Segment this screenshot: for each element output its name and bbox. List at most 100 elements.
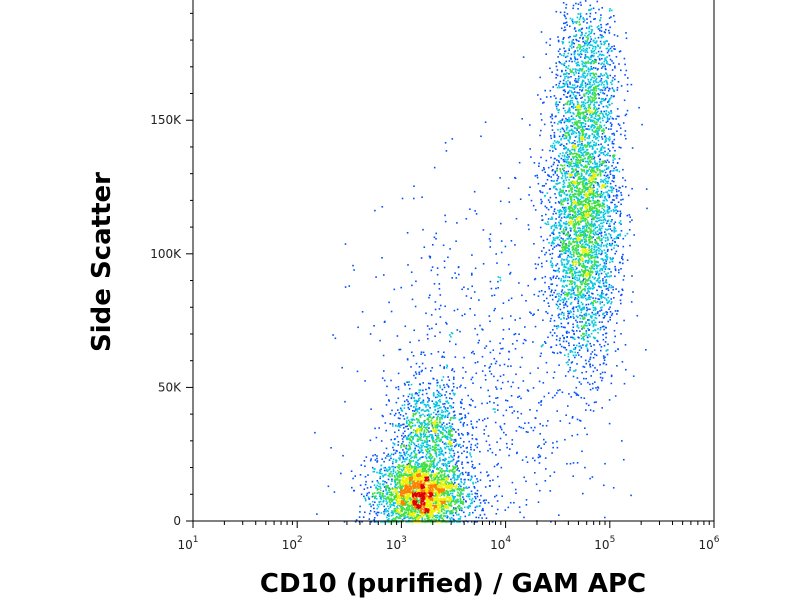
event-dot: [601, 170, 604, 172]
event-dot: [446, 468, 449, 470]
event-dot: [584, 136, 586, 139]
event-dot: [444, 434, 446, 437]
event-dot: [449, 445, 452, 447]
event-dot: [609, 170, 612, 172]
event-dot: [593, 251, 596, 253]
event-dot: [423, 432, 425, 435]
event-dot: [414, 463, 416, 465]
event-dot: [597, 261, 599, 264]
event-dot: [589, 69, 591, 71]
event-dot: [603, 153, 605, 156]
event-dot: [444, 394, 446, 396]
event-dot: [550, 264, 553, 267]
event-dot: [564, 22, 567, 24]
event-dot: [448, 379, 451, 381]
event-dot: [532, 429, 535, 432]
event-dot: [588, 283, 590, 285]
event-dot: [421, 518, 424, 521]
event-dot: [589, 141, 592, 144]
event-dot: [564, 75, 566, 78]
event-dot: [604, 219, 607, 222]
event-dot: [587, 308, 589, 311]
event-dot: [595, 232, 597, 235]
event-dot: [426, 440, 429, 442]
event-dot: [562, 279, 565, 282]
event-dot: [453, 507, 455, 509]
event-dot: [575, 392, 577, 395]
event-dot: [614, 78, 616, 81]
event-dot: [547, 218, 550, 220]
event-dot: [582, 125, 585, 128]
event-dot: [570, 129, 572, 132]
event-dot: [443, 425, 446, 427]
event-dot: [460, 485, 462, 488]
event-dot: [558, 316, 560, 319]
event-dot: [558, 244, 560, 247]
event-dot: [415, 409, 417, 411]
event-dot: [585, 128, 587, 130]
event-dot: [556, 335, 558, 337]
event-dot: [503, 423, 506, 425]
event-dot: [605, 252, 607, 254]
event-dot: [393, 449, 395, 451]
event-dot: [559, 210, 561, 212]
event-dot: [590, 8, 593, 10]
event-dot: [429, 458, 432, 460]
event-dot: [577, 145, 579, 147]
event-dot: [596, 133, 598, 135]
event-dot: [390, 310, 393, 313]
event-dot: [410, 366, 412, 368]
event-dot: [510, 297, 513, 300]
event-dot: [403, 382, 406, 385]
event-dot: [382, 415, 384, 418]
event-dot: [601, 321, 603, 323]
event-dot: [573, 28, 576, 30]
event-dot: [576, 129, 578, 131]
event-dot: [589, 358, 591, 361]
event-dot: [591, 147, 594, 150]
event-dot: [568, 120, 570, 123]
event-dot: [441, 418, 443, 420]
event-dot: [409, 517, 412, 520]
event-dot: [551, 225, 554, 227]
event-dot: [583, 19, 586, 22]
event-dot: [581, 196, 584, 199]
event-dot: [568, 393, 570, 395]
event-dot: [492, 479, 494, 481]
event-dot: [480, 135, 482, 138]
event-dot: [599, 229, 602, 232]
event-dot: [600, 17, 602, 19]
event-dot: [418, 412, 421, 414]
event-dot: [569, 165, 572, 167]
event-dot: [558, 277, 560, 280]
event-dot: [560, 157, 563, 160]
event-dot: [563, 212, 566, 215]
event-dot: [580, 172, 583, 175]
event-dot: [590, 302, 592, 305]
event-dot: [606, 275, 608, 278]
event-dot: [589, 103, 592, 106]
event-dot: [464, 313, 466, 315]
event-dot: [562, 326, 565, 329]
event-dot: [598, 250, 600, 252]
event-dot: [496, 500, 499, 502]
event-dot: [615, 206, 617, 208]
event-dot: [583, 155, 585, 157]
event-dot: [399, 455, 402, 457]
event-dot: [366, 487, 369, 489]
event-dot: [589, 90, 591, 93]
event-dot: [428, 413, 430, 415]
event-dot: [462, 445, 464, 447]
event-dot: [386, 516, 388, 519]
event-dot: [598, 295, 601, 297]
event-dot: [560, 280, 562, 282]
event-dot: [567, 67, 569, 70]
event-dot: [575, 81, 577, 83]
event-dot: [592, 304, 594, 307]
event-dot: [568, 224, 570, 227]
event-dot: [606, 222, 608, 225]
event-dot: [550, 206, 553, 208]
event-dot: [612, 157, 615, 159]
event-dot: [578, 69, 581, 72]
event-dot: [581, 230, 584, 232]
